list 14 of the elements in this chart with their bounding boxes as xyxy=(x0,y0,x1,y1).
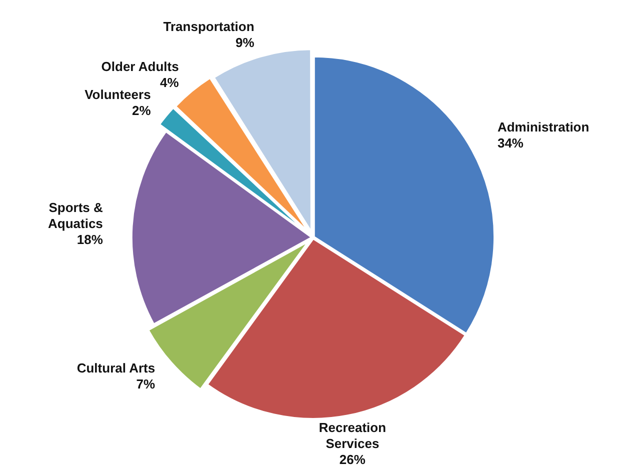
slice-label: Sports & Aquatics xyxy=(48,200,103,231)
data-label: 9% xyxy=(235,34,255,50)
data-label: 34% xyxy=(497,136,524,151)
data-label: 4% xyxy=(160,74,180,90)
slice-label: Transportation xyxy=(163,18,254,34)
slice-label: Older Adults xyxy=(101,58,179,74)
data-label: 2% xyxy=(132,102,152,118)
slice-label: Administration xyxy=(497,120,590,135)
data-label: 18% xyxy=(76,232,104,247)
slice-label: Cultural Arts xyxy=(76,360,156,376)
data-label: 26% xyxy=(339,452,366,467)
data-label: 7% xyxy=(136,376,156,392)
slice-label: Recreation Services xyxy=(318,420,386,451)
slice-label: Volunteers xyxy=(84,86,151,102)
